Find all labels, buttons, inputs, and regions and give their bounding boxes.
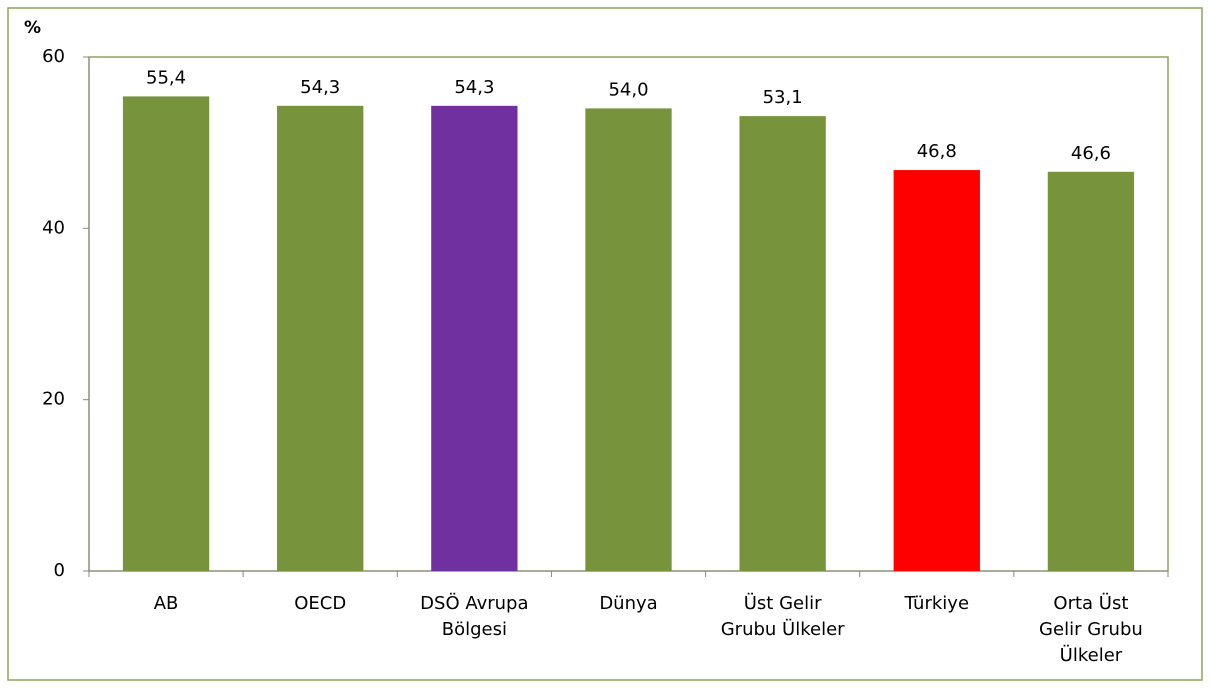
y-tick-label: 60 xyxy=(42,46,65,67)
x-tick-label: Türkiye xyxy=(904,593,970,614)
x-tick-label: AB xyxy=(153,593,179,614)
bar xyxy=(277,105,364,571)
bar xyxy=(431,105,518,571)
bar xyxy=(1047,171,1135,571)
bar xyxy=(122,96,210,571)
data-label: 46,8 xyxy=(917,141,957,162)
data-label: 55,4 xyxy=(146,67,186,88)
data-label: 46,6 xyxy=(1071,143,1111,164)
x-tick-label: OECD xyxy=(294,593,347,614)
data-label: 54,3 xyxy=(300,77,340,98)
y-tick-label: 0 xyxy=(54,560,65,581)
chart-frame xyxy=(7,7,1203,681)
x-tick-label: Orta Üst Gelir Grubu Ülkeler xyxy=(1039,593,1143,666)
y-axis-label: % xyxy=(24,18,41,38)
data-label: 54,3 xyxy=(454,77,494,98)
data-label: 53,1 xyxy=(763,87,803,108)
bar xyxy=(739,116,826,572)
bar xyxy=(585,108,672,572)
data-label: 54,0 xyxy=(608,79,648,100)
x-tick-label: Üst Gelir Grubu Ülkeler xyxy=(720,593,845,640)
y-tick-label: 40 xyxy=(42,217,65,238)
x-tick-label: Dünya xyxy=(599,593,658,614)
y-tick-label: 20 xyxy=(42,389,65,410)
x-tick-label: DSÖ Avrupa Bölgesi xyxy=(420,593,529,640)
bar xyxy=(893,170,980,571)
